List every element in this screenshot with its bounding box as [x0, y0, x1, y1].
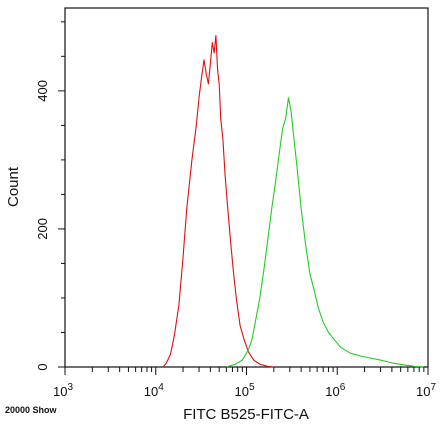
footer-note: 20000 Show: [5, 405, 58, 415]
x-tick-label: 105: [234, 382, 254, 399]
plot-frame: [64, 7, 429, 368]
x-tick-label: 107: [416, 382, 436, 399]
x-axis-title: FITC B525-FITC-A: [183, 406, 309, 423]
x-tick-label: 103: [53, 382, 73, 399]
x-tick-label: 106: [325, 382, 345, 399]
x-tick-label: 104: [144, 382, 164, 399]
y-tick-label: 200: [35, 218, 50, 240]
x-axis: 103 104 105 106 107: [53, 367, 436, 399]
y-tick-label: 0: [35, 363, 50, 370]
histogram-series-0: [162, 35, 274, 368]
y-axis-title: Count: [5, 166, 22, 207]
y-tick-label: 400: [35, 80, 50, 102]
histogram-series-1: [226, 97, 424, 368]
y-axis: 0 200 400: [35, 21, 65, 371]
series-layer: [162, 35, 424, 368]
